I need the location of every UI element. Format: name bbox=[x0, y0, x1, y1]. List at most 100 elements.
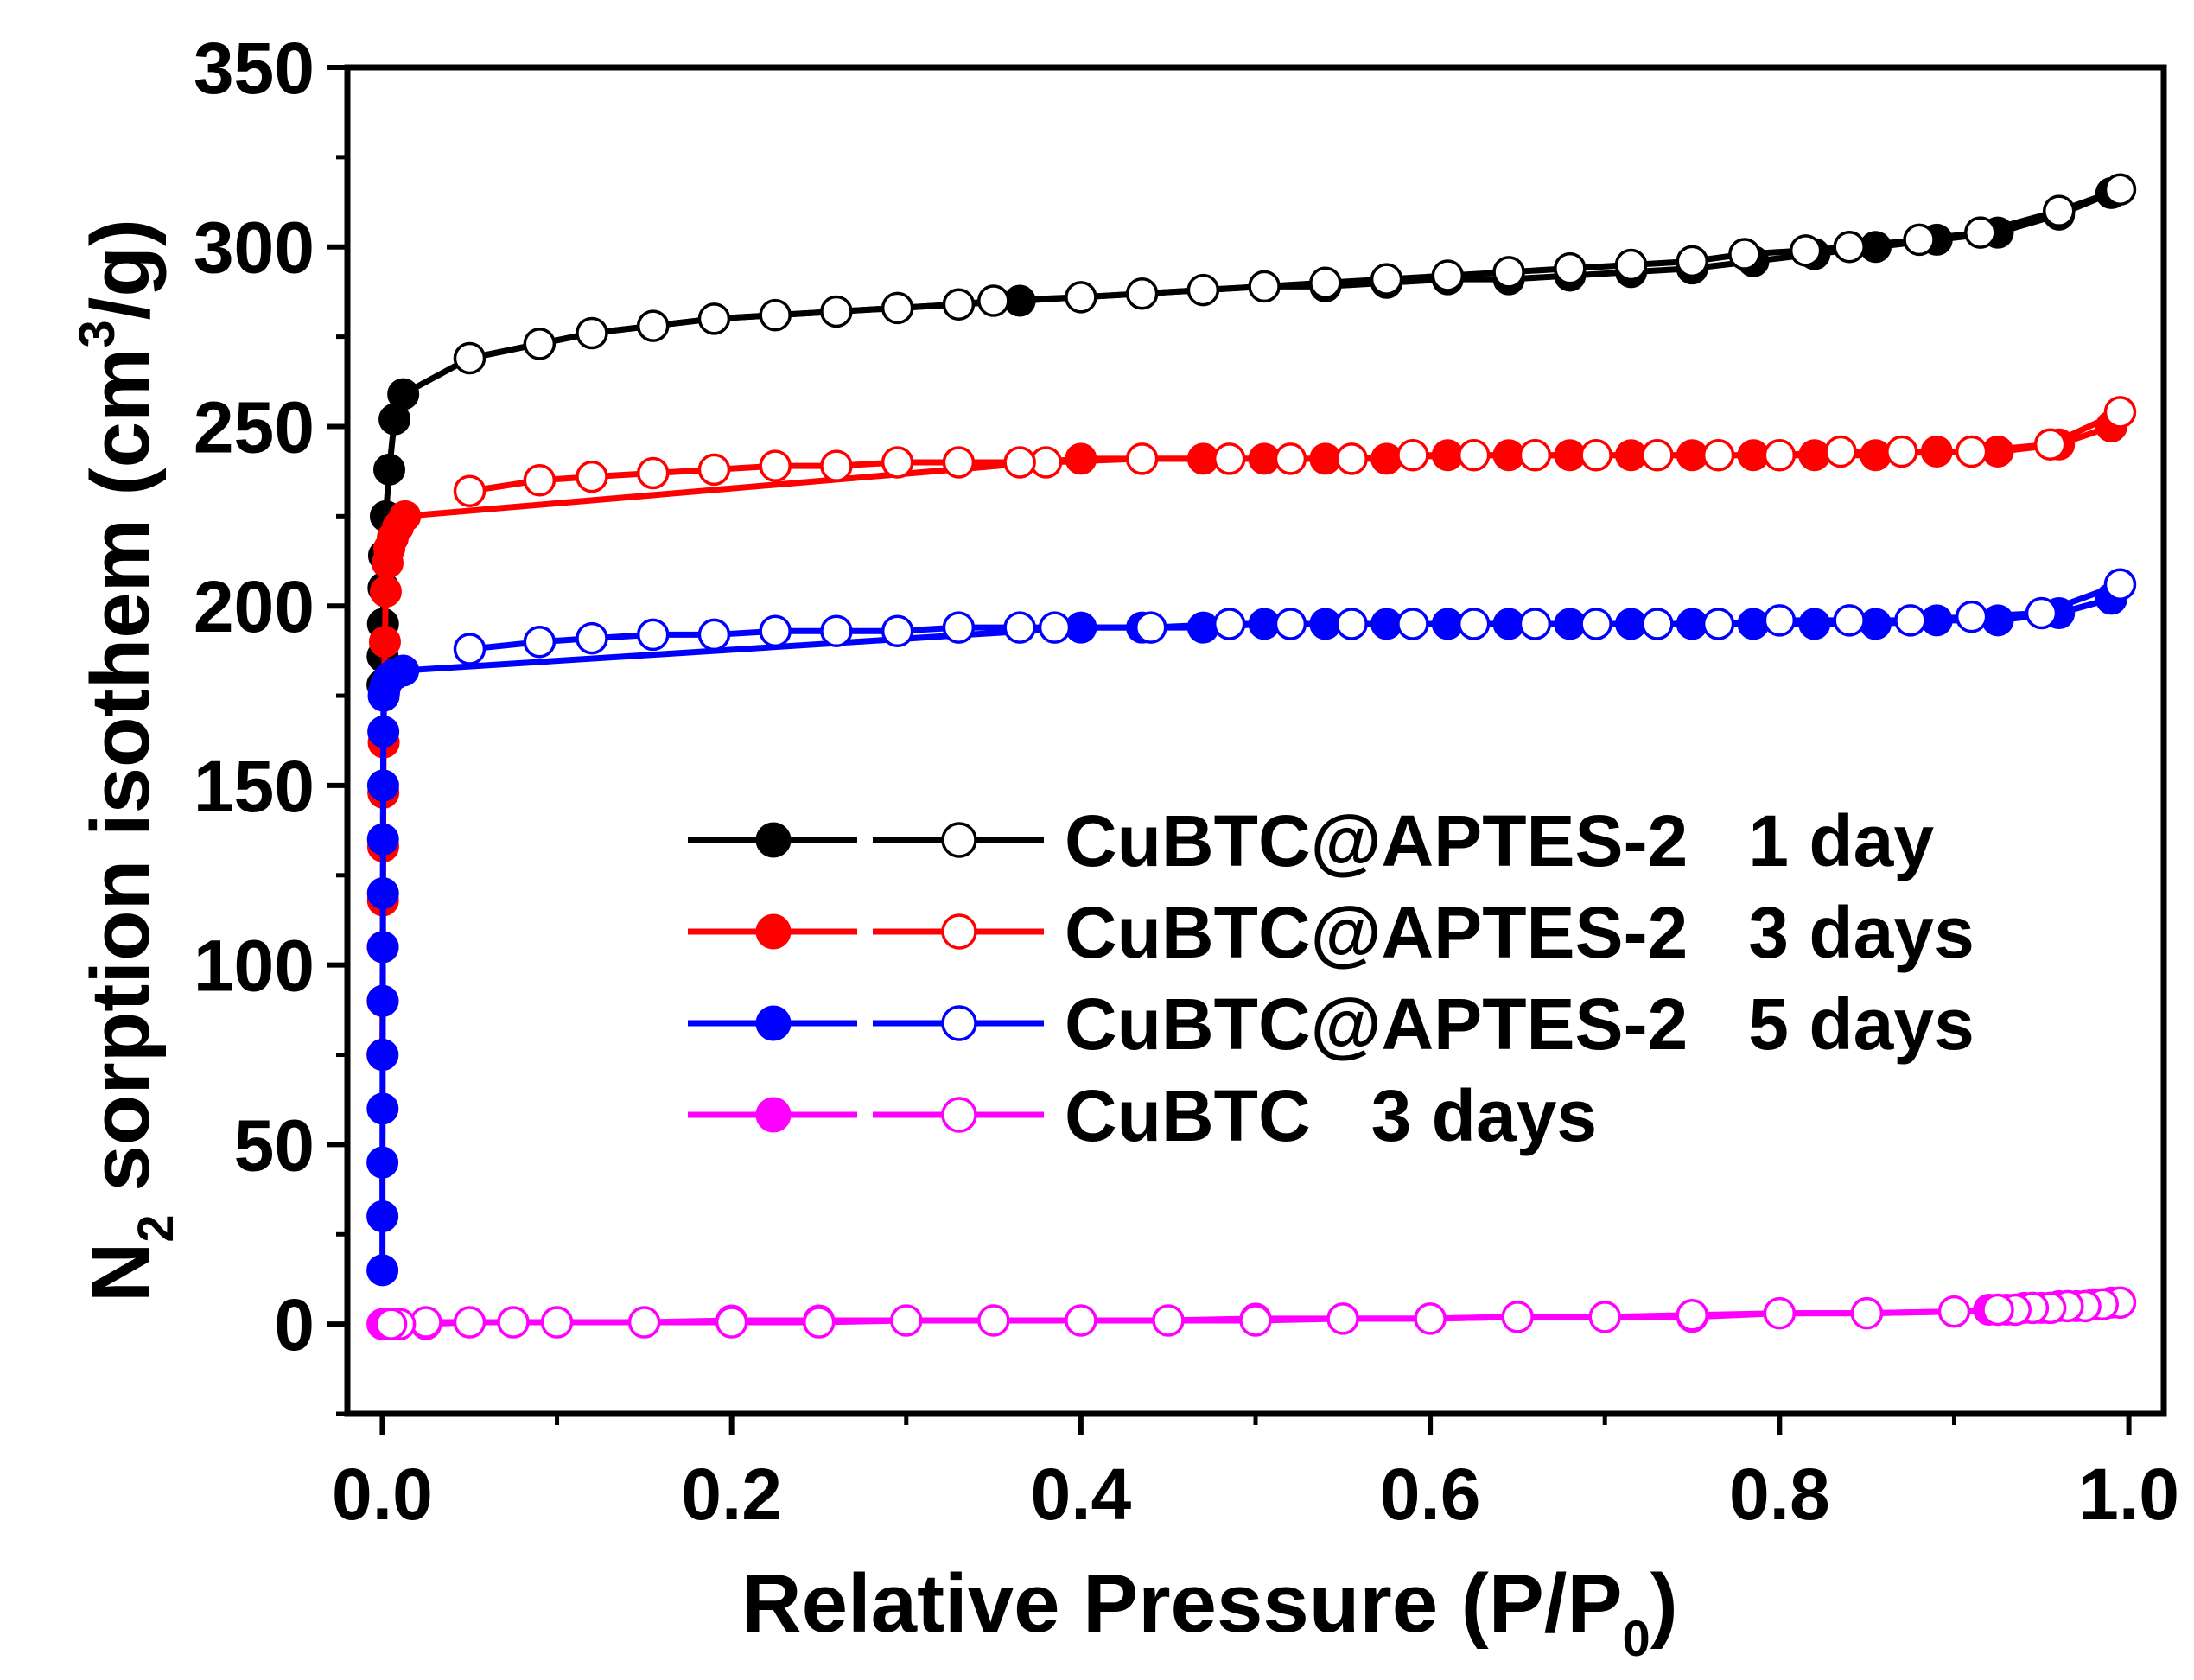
adsorption-point bbox=[1798, 608, 1831, 640]
desorption-point bbox=[576, 316, 608, 350]
desorption-point bbox=[1641, 608, 1674, 640]
desorption-point bbox=[1501, 1301, 1534, 1333]
x-tick-label: 0.4 bbox=[1030, 1454, 1131, 1535]
desorption-point bbox=[1763, 604, 1797, 637]
adsorption-point bbox=[366, 823, 399, 856]
desorption-point bbox=[1248, 270, 1281, 303]
legend-label: CuBTC@APTES-2 1 day bbox=[1065, 800, 1934, 881]
desorption-point bbox=[1212, 442, 1246, 475]
desorption-point bbox=[1065, 281, 1097, 314]
adsorption-point bbox=[387, 378, 420, 410]
desorption-point bbox=[576, 621, 608, 655]
desorption-point bbox=[1833, 230, 1866, 264]
adsorption-point bbox=[366, 769, 399, 802]
desorption-point bbox=[1676, 1298, 1709, 1332]
desorption-point bbox=[1326, 1302, 1359, 1335]
desorption-point bbox=[1554, 251, 1587, 285]
legend-item-3: CuBTC@APTES-2 5 days bbox=[688, 983, 1975, 1065]
desorption-point bbox=[636, 309, 670, 342]
desorption-point bbox=[453, 474, 486, 508]
legend-filled-marker bbox=[755, 913, 792, 950]
x-tick-label: 0.8 bbox=[1729, 1454, 1830, 1535]
desorption-point bbox=[1894, 604, 1927, 637]
y-tick-label: 350 bbox=[194, 28, 315, 109]
adsorption-point bbox=[1860, 439, 1892, 472]
desorption-point bbox=[977, 1304, 1010, 1337]
desorption-point bbox=[759, 298, 792, 332]
desorption-point bbox=[1003, 446, 1036, 479]
desorption-point bbox=[497, 1306, 530, 1339]
y-tick-label: 300 bbox=[194, 207, 315, 289]
desorption-point bbox=[1955, 600, 1988, 633]
series-4 bbox=[366, 1286, 2137, 1340]
desorption-point bbox=[1886, 435, 1918, 468]
desorption-point bbox=[453, 341, 486, 375]
desorption-point bbox=[942, 288, 976, 321]
desorption-point bbox=[1763, 438, 1797, 472]
desorption-point bbox=[1850, 1296, 1884, 1330]
adsorption-point bbox=[1981, 604, 2014, 637]
adsorption-point bbox=[366, 1254, 399, 1287]
desorption-point bbox=[820, 295, 853, 328]
y-tick-label: 250 bbox=[194, 386, 315, 468]
y-tick-label: 100 bbox=[194, 926, 315, 1007]
y-tick-label: 150 bbox=[194, 746, 315, 827]
desorption-point bbox=[576, 460, 608, 493]
x-tick-label: 1.0 bbox=[2078, 1454, 2179, 1535]
desorption-point bbox=[977, 284, 1010, 317]
desorption-point bbox=[1038, 611, 1072, 644]
desorption-point bbox=[1955, 435, 1988, 468]
desorption-point bbox=[1588, 1301, 1621, 1333]
adsorption-point bbox=[367, 716, 400, 748]
y-tick-label: 200 bbox=[194, 566, 315, 647]
adsorption-point bbox=[366, 1039, 399, 1072]
y-axis-label-subscript: 2 bbox=[128, 1214, 184, 1242]
adsorption-point bbox=[1370, 442, 1403, 475]
desorption-point bbox=[1518, 608, 1552, 640]
desorption-point bbox=[1186, 273, 1220, 307]
adsorption-point bbox=[368, 626, 401, 659]
adsorption-point bbox=[366, 984, 399, 1017]
desorption-point bbox=[1396, 608, 1429, 640]
desorption-point bbox=[1457, 608, 1491, 640]
desorption-point bbox=[1134, 611, 1167, 644]
legend-open-marker bbox=[941, 1005, 977, 1041]
desorption-point bbox=[1580, 438, 1612, 472]
legend-filled-marker bbox=[755, 1005, 792, 1041]
desorption-point bbox=[2042, 194, 2076, 227]
y-axis-label-superscript: 3 bbox=[69, 320, 125, 347]
desorption-point bbox=[697, 453, 731, 487]
desorption-point bbox=[523, 328, 556, 360]
x-tick-label: 0.0 bbox=[332, 1454, 433, 1535]
desorption-point bbox=[1152, 1304, 1185, 1337]
desorption-point bbox=[820, 614, 853, 648]
desorption-point bbox=[1370, 263, 1403, 296]
x-tick-label: 0.6 bbox=[1380, 1454, 1481, 1535]
desorption-point bbox=[1274, 608, 1307, 640]
desorption-point bbox=[697, 618, 731, 652]
desorption-point bbox=[881, 446, 914, 479]
adsorption-point bbox=[387, 654, 420, 687]
desorption-point bbox=[453, 633, 486, 665]
legend-item-4: CuBTC 3 days bbox=[688, 1075, 1597, 1156]
desorption-point bbox=[2103, 173, 2137, 207]
desorption-point bbox=[1065, 1304, 1097, 1337]
adsorption-point bbox=[1065, 442, 1097, 475]
desorption-point bbox=[523, 625, 556, 659]
desorption-point bbox=[1701, 438, 1735, 472]
legend: CuBTC@APTES-2 1 day CuBTC@APTES-2 3 days C… bbox=[688, 800, 1975, 1156]
adsorption-point bbox=[369, 576, 402, 608]
legend-item-1: CuBTC@APTES-2 1 day bbox=[688, 800, 1934, 881]
desorption-point bbox=[881, 291, 914, 325]
desorption-point bbox=[1309, 266, 1342, 300]
desorption-point bbox=[1492, 256, 1525, 289]
desorption-point bbox=[2025, 596, 2058, 630]
adsorption-point bbox=[1920, 436, 1953, 468]
desorption-point bbox=[1964, 216, 1997, 249]
legend-label: CuBTC@APTES-2 5 days bbox=[1065, 983, 1975, 1065]
legend-label: CuBTC 3 days bbox=[1065, 1075, 1597, 1156]
desorption-point bbox=[1614, 248, 1648, 282]
x-axis-label: Relative Pressure (P/P0) bbox=[741, 1557, 1677, 1667]
desorption-point bbox=[1981, 1293, 2014, 1327]
